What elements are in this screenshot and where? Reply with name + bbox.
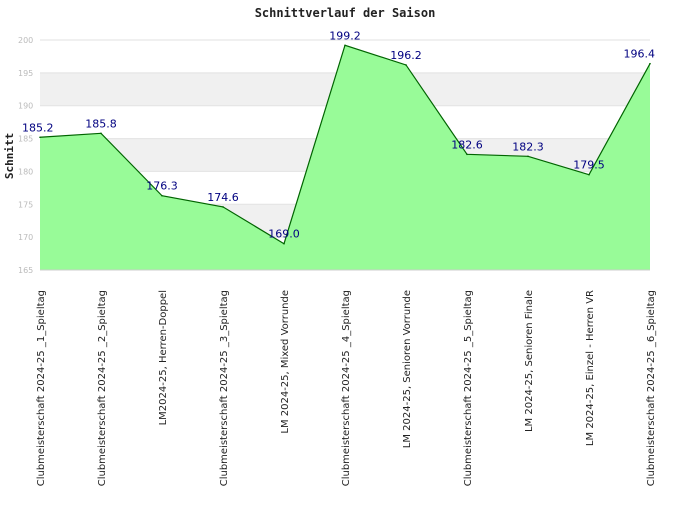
y-axis-label: Schnitt	[3, 133, 16, 179]
data-point	[344, 44, 346, 47]
x-tick-label: Clubmeisterschaft 2024-25 _5_Spieltag	[463, 290, 474, 486]
y-tick-label: 190	[18, 102, 33, 111]
data-point	[283, 242, 285, 245]
data-label: 179.5	[573, 159, 605, 172]
data-point	[466, 153, 468, 156]
chart-title: Schnittverlauf der Saison	[255, 6, 436, 20]
y-tick-label: 195	[18, 69, 33, 78]
y-tick-label: 175	[18, 200, 33, 209]
x-tick-label: LM 2024-25, Senioren Vorrunde	[402, 290, 413, 448]
data-point	[222, 206, 224, 208]
x-axis-ticks: Clubmeisterschaft 2024-25 _1_Spieltag Clu…	[36, 290, 657, 486]
data-label: 196.2	[390, 49, 422, 62]
data-label: 176.3	[146, 180, 178, 193]
x-tick-label: Clubmeisterschaft 2024-25 _6_Spieltag	[646, 290, 657, 486]
x-tick-label: LM 2024-25, Mixed Vorrunde	[280, 290, 291, 434]
y-axis-ticks: 165 170 175 180 185 190 195 200	[18, 36, 33, 275]
x-tick-label: Clubmeisterschaft 2024-25 _1_Spieltag	[36, 290, 47, 486]
x-tick-label: Clubmeisterschaft 2024-25 _4_Spieltag	[341, 290, 352, 486]
x-tick-label: Clubmeisterschaft 2024-25 _3_Spieltag	[219, 290, 230, 486]
data-point	[527, 155, 529, 158]
data-point	[405, 64, 407, 66]
x-tick-label: Clubmeisterschaft 2024-25 _2_Spieltag	[97, 290, 108, 486]
data-point	[588, 173, 590, 176]
x-tick-label: LM2024-25, Herren-Doppel	[158, 290, 169, 425]
y-tick-label: 185	[18, 135, 33, 144]
data-labels: 185.2 185.8 176.3 174.6 169.0 199.2 196.2 182.6…	[22, 29, 655, 240]
data-label: 182.6	[451, 138, 483, 151]
y-tick-label: 170	[18, 233, 33, 242]
data-label: 182.3	[512, 140, 544, 153]
data-label: 199.2	[329, 29, 361, 42]
y-tick-label: 165	[18, 266, 33, 275]
data-label: 185.8	[85, 117, 117, 130]
data-point	[39, 136, 41, 139]
data-point	[100, 132, 102, 135]
data-label: 196.4	[624, 48, 656, 61]
y-tick-label: 180	[18, 167, 33, 176]
x-tick-label: LM 2024-25, Senioren Finale	[524, 290, 535, 432]
data-point	[649, 62, 651, 65]
data-label: 174.6	[207, 191, 239, 204]
data-label: 169.0	[268, 228, 300, 241]
area-fill	[40, 45, 650, 270]
x-tick-label: LM 2024-25, Einzel - Herren VR	[585, 290, 596, 446]
series-area	[39, 44, 651, 271]
y-tick-label: 200	[18, 36, 33, 45]
data-point	[161, 194, 163, 197]
data-label: 185.2	[22, 121, 54, 134]
